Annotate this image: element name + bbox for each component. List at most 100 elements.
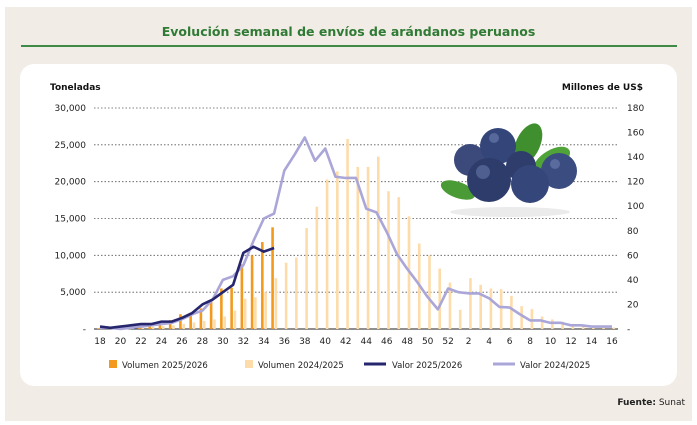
bar-volumen-2025-2026 — [271, 227, 274, 329]
right-tick-label: 80 — [627, 227, 639, 237]
bar-volumen-2024-2025 — [336, 171, 339, 329]
x-tick-label: 48 — [401, 337, 413, 347]
bar-volumen-2025-2026 — [209, 301, 213, 329]
x-tick-label: 14 — [586, 337, 598, 347]
left-tick-label: 5,000 — [60, 288, 86, 298]
right-tick-label: 40 — [627, 276, 639, 286]
bar-volumen-2024-2025 — [172, 325, 175, 329]
bar-volumen-2024-2025 — [397, 197, 401, 329]
x-tick-label: 46 — [381, 337, 393, 347]
left-tick-label: 20,000 — [55, 178, 87, 188]
bar-volumen-2024-2025 — [254, 297, 257, 329]
bar-volumen-2025-2026 — [250, 255, 254, 329]
bar-volumen-2024-2025 — [438, 268, 442, 329]
right-tick-label: 120 — [627, 178, 644, 188]
x-tick-label: 20 — [115, 337, 127, 347]
title-divider — [21, 45, 677, 47]
bar-volumen-2025-2026 — [199, 308, 203, 329]
bar-volumen-2024-2025 — [366, 166, 370, 329]
line-valor-2025-2026 — [99, 245, 275, 330]
bar-volumen-2025-2026 — [168, 320, 172, 329]
bar-volumen-2024-2025 — [305, 228, 308, 329]
bar-volumen-2024-2025 — [295, 257, 298, 329]
x-tick-label: 40 — [320, 337, 332, 347]
legend-label-val-2025: Valor 2025/2026 — [392, 361, 462, 371]
bar-volumen-2024-2025 — [356, 166, 360, 329]
x-tick-label: 32 — [238, 337, 249, 347]
left-axis-label: Toneladas — [50, 83, 101, 93]
bar-volumen-2024-2025 — [551, 319, 554, 329]
right-tick-label: 100 — [627, 202, 644, 212]
x-tick-label: 24 — [156, 337, 168, 347]
source-value: Sunat — [658, 398, 685, 408]
legend-label-val-2024: Valor 2024/2025 — [520, 361, 590, 371]
x-tick-label: 4 — [486, 337, 492, 347]
bar-volumen-2024-2025 — [151, 326, 155, 329]
bar-volumen-2024-2025 — [325, 179, 329, 329]
x-tick-label: 36 — [279, 337, 291, 347]
bar-volumen-2024-2025 — [274, 278, 278, 329]
right-tick-label: 160 — [627, 129, 644, 139]
x-tick-label: 26 — [176, 337, 188, 347]
x-tick-label: 18 — [94, 337, 106, 347]
bar-volumen-2025-2026 — [97, 328, 100, 329]
bar-volumen-2024-2025 — [284, 262, 288, 329]
bar-volumen-2024-2025 — [581, 325, 585, 329]
bar-volumen-2024-2025 — [223, 316, 226, 329]
right-tick-label: - — [627, 325, 630, 335]
bar-volumen-2024-2025 — [561, 321, 564, 329]
bar-volumen-2024-2025 — [264, 292, 267, 329]
source-note: Fuente: Sunat — [617, 398, 685, 408]
x-tick-label: 34 — [258, 337, 270, 347]
chart-title: Evolución semanal de envíos de arándanos… — [161, 24, 536, 39]
right-tick-label: 180 — [627, 104, 644, 114]
right-tick-label: 20 — [627, 300, 639, 310]
legend-label-vol-2024: Volumen 2024/2025 — [258, 361, 344, 371]
bar-volumen-2024-2025 — [192, 322, 196, 329]
x-tick-label: 50 — [422, 337, 434, 347]
bar-volumen-2024-2025 — [315, 206, 319, 329]
x-tick-label: 52 — [442, 337, 453, 347]
bar-volumen-2024-2025 — [243, 298, 247, 329]
bar-volumen-2025-2026 — [230, 287, 233, 329]
bar-volumen-2025-2026 — [179, 314, 182, 329]
bar-volumen-2024-2025 — [479, 284, 482, 329]
x-tick-label: 6 — [507, 337, 513, 347]
bar-volumen-2024-2025 — [499, 289, 503, 329]
x-tick-label: 12 — [565, 337, 576, 347]
bar-volumen-2024-2025 — [387, 191, 390, 329]
left-tick-label: 25,000 — [55, 141, 87, 151]
x-tick-label: 22 — [135, 337, 146, 347]
bar-volumen-2024-2025 — [428, 255, 431, 329]
bar-volumen-2024-2025 — [520, 306, 523, 329]
bar-volumen-2024-2025 — [141, 327, 145, 329]
legend-label-vol-2025: Volumen 2025/2026 — [122, 361, 208, 371]
bar-volumen-2024-2025 — [346, 138, 349, 329]
legend: Volumen 2025/2026 Volumen 2024/2025 Valo… — [109, 360, 590, 371]
bar-volumen-2025-2026 — [220, 288, 223, 329]
bar-volumen-2024-2025 — [458, 309, 462, 329]
bar-volumen-2024-2025 — [530, 309, 534, 329]
x-tick-label: 30 — [217, 337, 229, 347]
right-tick-label: 140 — [627, 153, 644, 163]
bar-volumen-2025-2026 — [240, 264, 244, 329]
bar-volumen-2024-2025 — [182, 323, 186, 329]
bar-volumen-2024-2025 — [612, 327, 616, 329]
legend-swatch-vol-2024 — [245, 360, 253, 368]
bar-volumen-2024-2025 — [540, 316, 544, 329]
left-tick-label: - — [83, 325, 86, 335]
bar-volumen-2024-2025 — [202, 320, 206, 329]
bar-volumen-2024-2025 — [489, 288, 493, 329]
x-tick-label: 2 — [466, 337, 472, 347]
right-axis-label: Millones de US$ — [562, 83, 643, 93]
x-tick-label: 28 — [197, 337, 209, 347]
left-tick-label: 15,000 — [55, 215, 87, 225]
x-tick-label: 10 — [545, 337, 557, 347]
x-tick-label: 8 — [527, 337, 533, 347]
left-tick-label: 30,000 — [55, 104, 87, 114]
left-tick-label: 10,000 — [55, 251, 87, 261]
legend-swatch-vol-2025 — [109, 360, 117, 368]
x-tick-label: 42 — [340, 337, 351, 347]
bar-volumen-2024-2025 — [448, 282, 452, 329]
